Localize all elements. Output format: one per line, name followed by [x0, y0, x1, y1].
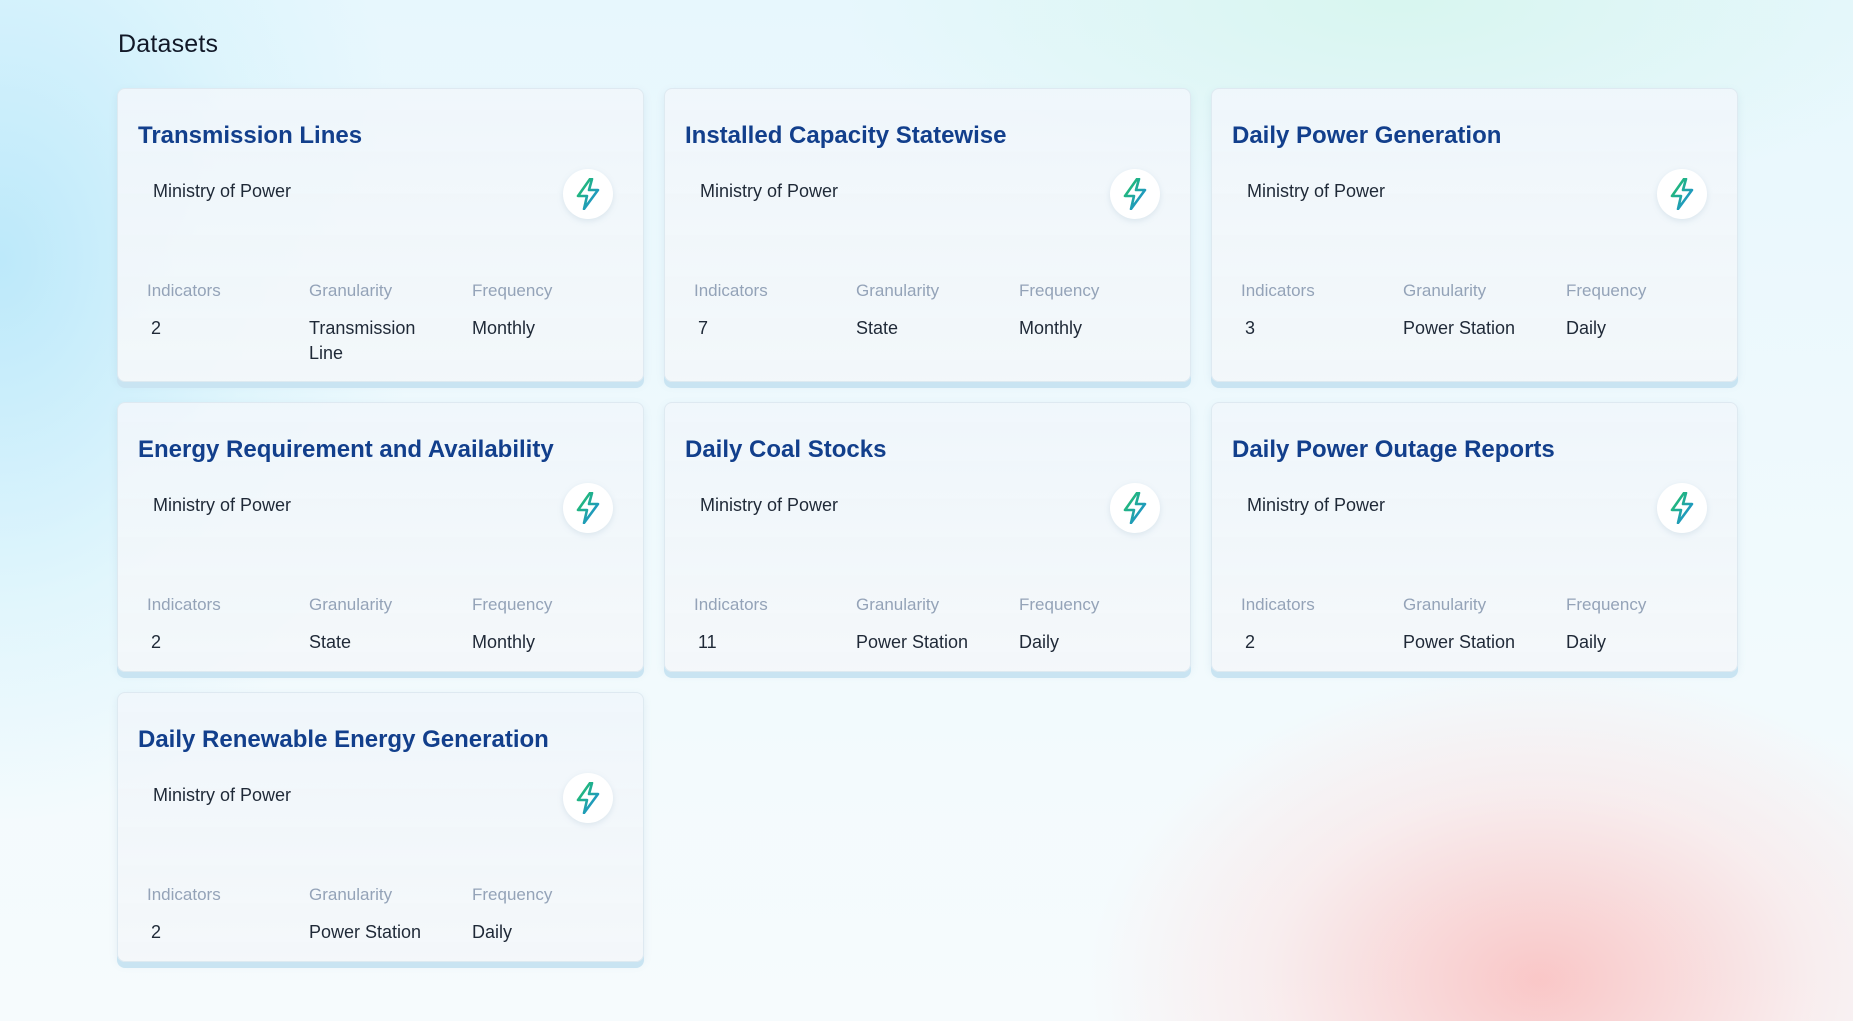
frequency-label: Frequency: [472, 885, 553, 904]
dataset-card-daily-power-generation[interactable]: Daily Power Generation Ministry of Power…: [1211, 88, 1738, 382]
frequency-label: Frequency: [472, 281, 553, 300]
dataset-title[interactable]: Daily Coal Stocks: [685, 436, 887, 463]
indicators-label: Indicators: [694, 595, 768, 614]
dataset-meta: Indicators 11 Granularity Power Station Fr…: [694, 595, 1169, 655]
lightning-bolt-icon: [563, 483, 613, 533]
dataset-meta: Indicators 7 Granularity State Frequency Mo…: [694, 281, 1169, 341]
lightning-bolt-icon: [563, 773, 613, 823]
granularity-label: Granularity: [309, 885, 393, 904]
dataset-source: Ministry of Power: [153, 181, 292, 201]
dataset-title[interactable]: Daily Renewable Energy Generation: [138, 726, 549, 753]
page-title: Datasets: [118, 30, 219, 58]
dataset-source: Ministry of Power: [700, 495, 839, 515]
frequency-label: Frequency: [1566, 595, 1647, 614]
lightning-bolt-icon: [1657, 483, 1707, 533]
granularity-value: Power Station: [1403, 632, 1516, 652]
dataset-source: Ministry of Power: [153, 785, 292, 805]
frequency-value: Monthly: [472, 318, 536, 338]
frequency-label: Frequency: [1019, 595, 1100, 614]
dataset-card-energy-requirement[interactable]: Energy Requirement and Availability Mini…: [117, 402, 644, 672]
indicators-value: 2: [151, 632, 162, 652]
indicators-value: 7: [698, 318, 709, 338]
indicators-label: Indicators: [694, 281, 768, 300]
dataset-card-transmission-lines[interactable]: Transmission Lines Ministry of Power Ind…: [117, 88, 644, 382]
granularity-label: Granularity: [856, 281, 940, 300]
dataset-meta: Indicators 3 Granularity Power Station Fre…: [1241, 281, 1716, 341]
granularity-label: Granularity: [309, 281, 393, 300]
indicators-value: 2: [1245, 632, 1256, 652]
dataset-card-daily-coal-stocks[interactable]: Daily Coal Stocks Ministry of Power Indi…: [664, 402, 1191, 672]
lightning-bolt-icon: [1657, 169, 1707, 219]
indicators-label: Indicators: [1241, 281, 1315, 300]
dataset-title[interactable]: Transmission Lines: [138, 122, 363, 149]
dataset-card-daily-renewable-energy[interactable]: Daily Renewable Energy Generation Minist…: [117, 692, 644, 962]
indicators-value: 11: [698, 632, 717, 652]
dataset-source: Ministry of Power: [700, 181, 839, 201]
indicators-value: 2: [151, 318, 162, 338]
granularity-value: Power Station: [1403, 318, 1516, 338]
dataset-title[interactable]: Energy Requirement and Availability: [138, 436, 554, 463]
dataset-meta: Indicators 2 Granularity Power Station Fre…: [147, 885, 622, 945]
dataset-meta: Indicators 2 Granularity Transmission Line…: [147, 281, 622, 366]
lightning-bolt-icon: [1110, 169, 1160, 219]
frequency-label: Frequency: [1019, 281, 1100, 300]
granularity-label: Granularity: [1403, 281, 1487, 300]
dataset-card-daily-power-outage[interactable]: Daily Power Outage Reports Ministry of P…: [1211, 402, 1738, 672]
dataset-title[interactable]: Installed Capacity Statewise: [685, 122, 1007, 149]
dataset-source: Ministry of Power: [153, 495, 292, 515]
lightning-bolt-icon: [563, 169, 613, 219]
dataset-meta: Indicators 2 Granularity Power Station Fre…: [1241, 595, 1716, 655]
granularity-value: State: [856, 318, 899, 338]
indicators-label: Indicators: [147, 281, 221, 300]
dataset-grid: Transmission Lines Ministry of Power Ind…: [117, 88, 1738, 962]
dataset-card-installed-capacity[interactable]: Installed Capacity Statewise Ministry of…: [664, 88, 1191, 382]
frequency-label: Frequency: [472, 595, 553, 614]
dataset-source: Ministry of Power: [1247, 495, 1386, 515]
indicators-value: 2: [151, 922, 162, 942]
granularity-value: Power Station: [856, 632, 969, 652]
indicators-label: Indicators: [147, 595, 221, 614]
frequency-value: Daily: [472, 922, 513, 942]
lightning-bolt-icon: [1110, 483, 1160, 533]
frequency-value: Daily: [1566, 318, 1607, 338]
frequency-value: Daily: [1019, 632, 1060, 652]
frequency-label: Frequency: [1566, 281, 1647, 300]
granularity-value: State: [309, 632, 352, 652]
dataset-meta: Indicators 2 Granularity State Frequency Mo…: [147, 595, 622, 655]
frequency-value: Monthly: [472, 632, 536, 652]
granularity-label: Granularity: [1403, 595, 1487, 614]
dataset-source: Ministry of Power: [1247, 181, 1386, 201]
granularity-value: Transmission Line: [309, 318, 416, 363]
granularity-label: Granularity: [309, 595, 393, 614]
frequency-value: Daily: [1566, 632, 1607, 652]
dataset-title[interactable]: Daily Power Outage Reports: [1232, 436, 1555, 463]
indicators-value: 3: [1245, 318, 1256, 338]
granularity-label: Granularity: [856, 595, 940, 614]
dataset-title[interactable]: Daily Power Generation: [1232, 122, 1502, 149]
indicators-label: Indicators: [147, 885, 221, 904]
frequency-value: Monthly: [1019, 318, 1083, 338]
granularity-value: Power Station: [309, 922, 422, 942]
indicators-label: Indicators: [1241, 595, 1315, 614]
